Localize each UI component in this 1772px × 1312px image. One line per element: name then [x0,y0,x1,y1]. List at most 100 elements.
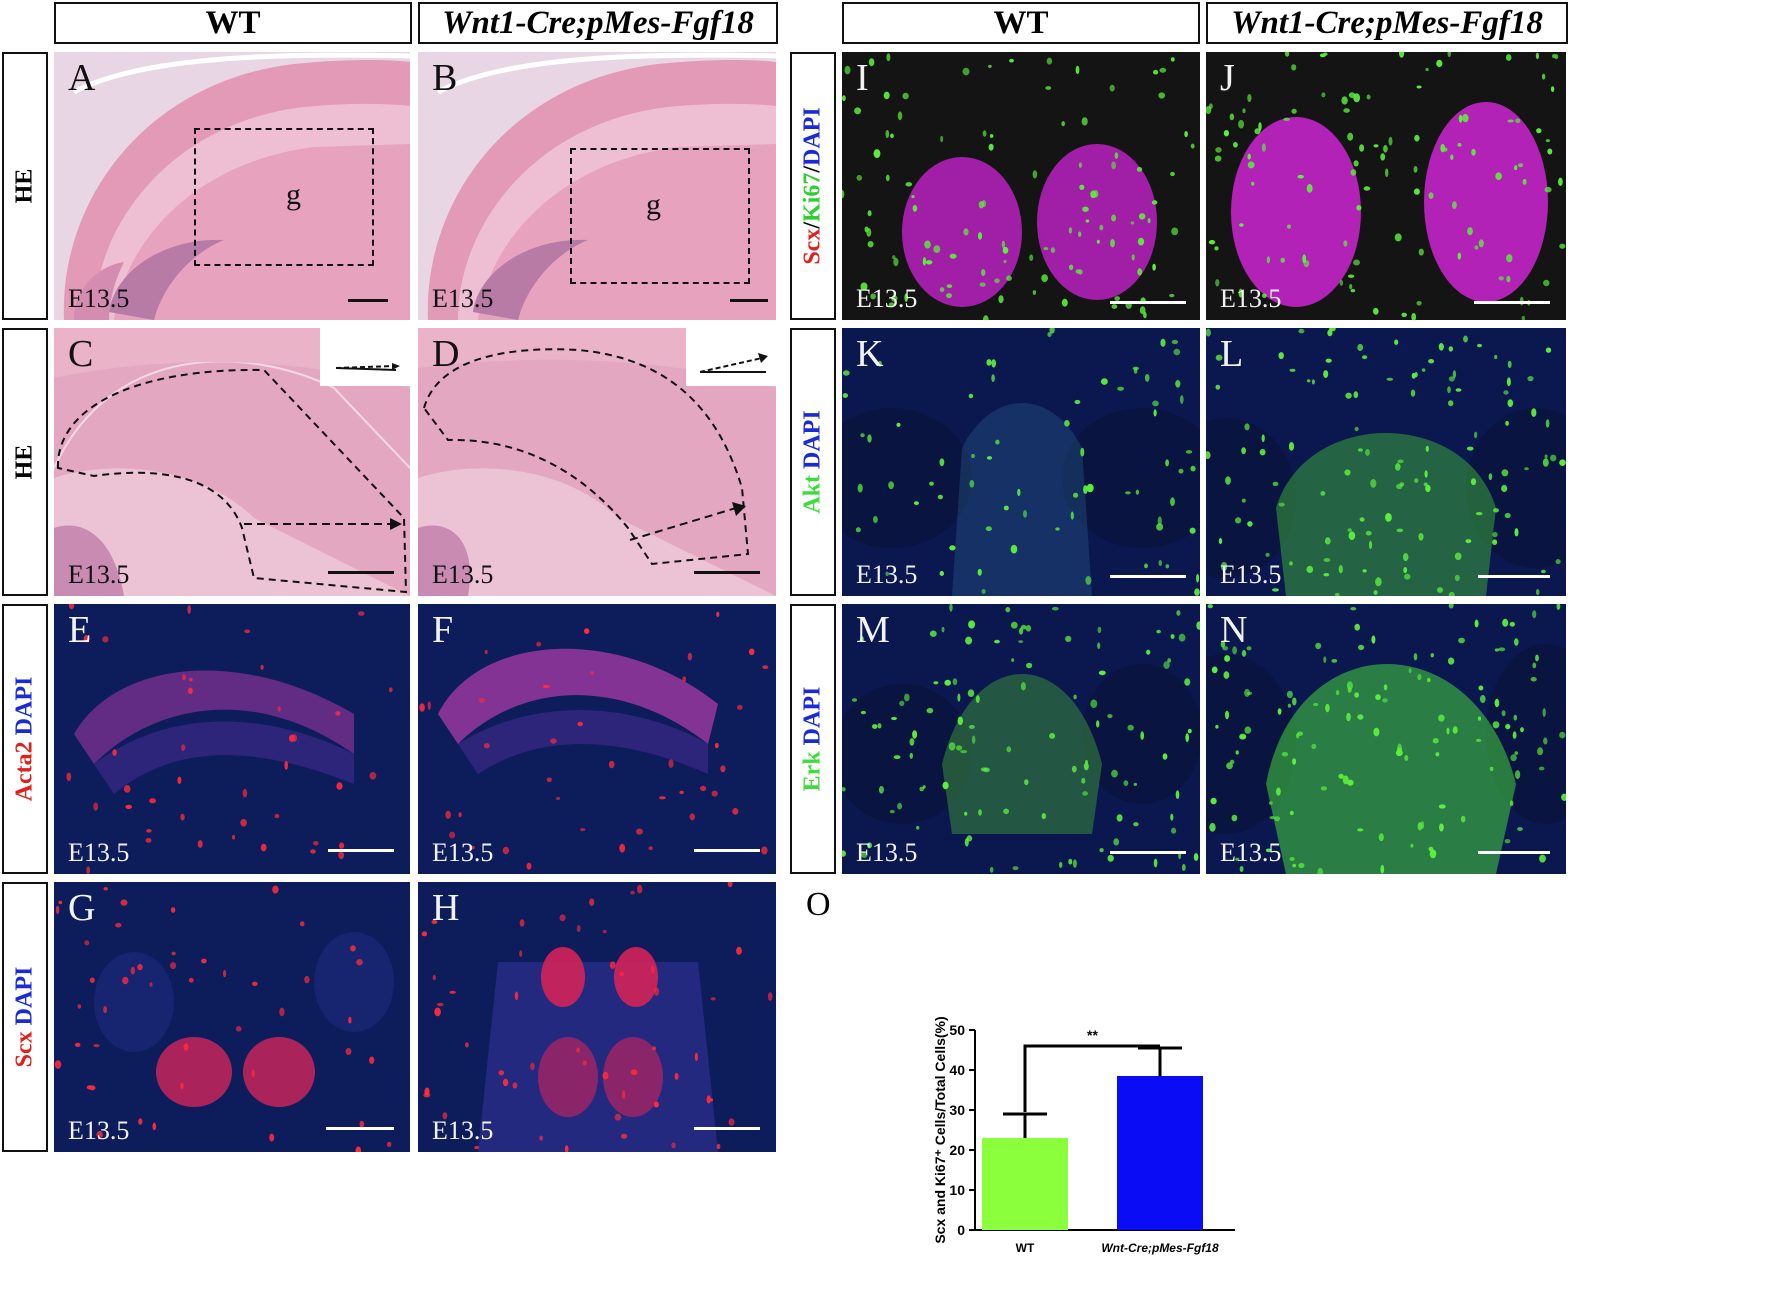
header-left-wt: WT [54,2,412,44]
row-label-part: DAPI [11,676,38,742]
row-label-part: DAPI [799,686,826,752]
scale-bar [1478,575,1550,578]
y-tick-label: 0 [957,1222,965,1238]
dashed-outline [56,368,408,594]
panel-l: L E13.5 [1206,328,1566,596]
stage-label: E13.5 [432,1116,494,1145]
stage-label: E13.5 [1220,284,1282,313]
row-label-akt-dapi: Akt DAPI [790,328,836,596]
scx-fluorescence-image [54,882,410,1152]
panel-letter: B [432,57,458,99]
x-tick-label: Wnt-Cre;pMes-Fgf18 [1101,1241,1219,1255]
header-left-mutant: Wnt1-Cre;pMes-Fgf18 [418,2,778,44]
scale-bar [1474,301,1550,304]
panel-letter: A [68,57,96,99]
scale-bar [348,299,388,302]
panel-m: M E13.5 [842,604,1200,874]
stage-label: E13.5 [68,560,130,589]
row-label-part: DAPI [799,410,826,475]
row-label-part: HE [11,444,38,480]
panel-b: g B E13.5 [418,52,776,320]
panel-letter: H [432,887,460,929]
panel-h: H E13.5 [418,882,776,1152]
panel-o-letter: O [806,886,831,923]
stage-label: E13.5 [1220,560,1282,589]
scale-bar [730,299,768,302]
stage-label: E13.5 [432,560,494,589]
panel-a: g A E13.5 [54,52,410,320]
scale-bar [1110,301,1186,304]
row-label-part: / [799,165,826,173]
panel-letter: D [432,333,460,375]
angle-inset [320,328,410,386]
scale-bar [328,849,394,852]
y-tick-label: 50 [949,1022,965,1038]
dashed-box [570,148,750,284]
scale-bar [1110,851,1186,854]
stage-label: E13.5 [432,838,494,867]
bar [982,1138,1068,1230]
scale-bar [694,1127,760,1130]
he-tissue-image [418,52,776,320]
row-label-part: / [799,222,826,229]
row-label-erk-dapi: Erk DAPI [790,604,836,874]
y-tick-label: 40 [949,1062,965,1078]
stage-label: E13.5 [1220,838,1282,867]
y-axis-label: Scx and Ki67⁺ Cells/Total Cells(%) [932,1016,948,1243]
akt-fluorescence-image [842,328,1200,596]
bar-chart: 0 10 20 30 40 50 WT Wnt-Cre;pMes-Fgf18 ** Scx and… [932,1016,1235,1255]
scale-bar [1478,851,1550,854]
panel-letter: G [68,887,96,929]
panel-g: G E13.5 [54,882,410,1152]
acta2-fluorescence-image [418,604,776,874]
scale-bar [694,571,760,574]
gland-label: g [286,178,301,211]
panel-letter: E [68,609,92,651]
header-right-mutant: Wnt1-Cre;pMes-Fgf18 [1206,2,1568,44]
row-label-part: Akt [799,475,826,514]
panel-letter: K [856,333,884,375]
he-tissue-image [54,52,410,320]
panel-f: F E13.5 [418,604,776,874]
stage-label: E13.5 [68,284,130,313]
row-label-he-2: HE [2,328,48,596]
arrow-icon [335,363,400,371]
y-tick-label: 30 [949,1102,965,1118]
scx-fluorescence-image [418,882,776,1152]
arrow-icon [699,353,768,373]
row-label-part: Ki67 [799,172,826,223]
akt-fluorescence-image [1206,328,1566,596]
gland-label: g [646,188,661,221]
row-label-part: DAPI [11,966,38,1032]
significance-label: ** [1087,1027,1098,1043]
scale-bar [326,1127,394,1130]
row-label-part: Acta2 [11,741,38,802]
y-tick-label: 10 [949,1182,965,1198]
row-label-part: Scx [11,1031,38,1068]
angle-inset [686,328,776,386]
stage-label: E13.5 [856,560,918,589]
scale-bar [1110,575,1186,578]
x-tick-label: WT [1016,1241,1035,1255]
dashed-outline [422,348,750,566]
panel-n: N E13.5 [1206,604,1566,874]
significance-bracket [1023,1044,1160,1112]
panel-c: C E13.5 [54,328,410,596]
row-label-part: Scx [799,228,826,265]
panel-j: J E13.5 [1206,52,1566,320]
stage-label: E13.5 [856,284,918,313]
panel-letter: F [432,609,454,651]
stage-label: E13.5 [432,284,494,313]
bar [1117,1076,1203,1230]
scx-ki67-fluorescence-image [842,52,1200,320]
panel-letter: L [1220,333,1244,375]
y-tick-label: 20 [949,1142,965,1158]
dashed-box [194,128,374,266]
stage-label: E13.5 [68,838,130,867]
acta2-fluorescence-image [54,604,410,874]
stage-label: E13.5 [856,838,918,867]
row-label-he-1: HE [2,52,48,320]
panel-letter: C [68,333,94,375]
panel-letter: I [856,57,869,99]
row-label-part: Erk [799,751,826,792]
